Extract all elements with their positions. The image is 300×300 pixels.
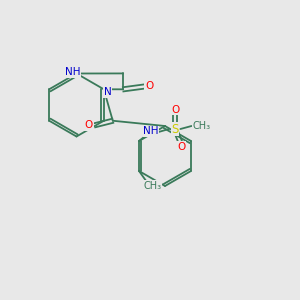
Text: O: O (145, 81, 153, 91)
Text: S: S (171, 122, 179, 136)
Text: O: O (171, 104, 179, 115)
Text: O: O (85, 120, 93, 130)
Text: NH: NH (65, 67, 81, 77)
Text: NH: NH (143, 126, 159, 136)
Text: O: O (177, 142, 185, 152)
Text: CH₃: CH₃ (192, 121, 211, 131)
Text: N: N (103, 87, 111, 97)
Text: CH₃: CH₃ (143, 181, 162, 191)
